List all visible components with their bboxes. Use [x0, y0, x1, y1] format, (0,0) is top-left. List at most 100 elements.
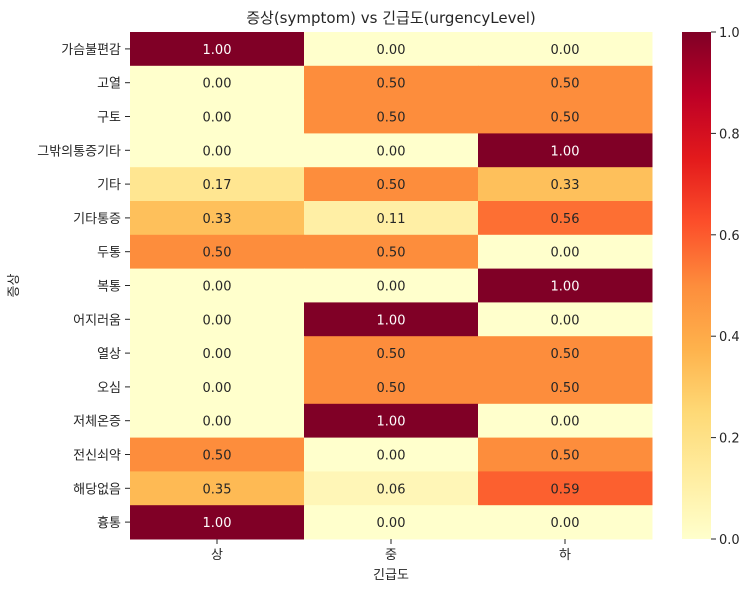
heatmap-cell: [478, 471, 653, 506]
cell-value-label: 0.50: [551, 77, 580, 92]
heatmap-cell: [304, 65, 479, 101]
cell-value-label: 0.33: [551, 178, 580, 193]
heatmap-cell: [304, 302, 479, 337]
colorbar-tick-label: 0.8: [719, 127, 740, 142]
y-tick-label: 흉통: [97, 516, 121, 531]
cell-value-label: 0.00: [203, 415, 232, 430]
cell-value-label: 1.00: [203, 43, 232, 58]
heatmap-cell: [304, 403, 479, 439]
cell-value-label: 0.00: [551, 246, 580, 261]
y-tick-label: 기타통증: [73, 212, 121, 227]
heatmap-cell: [130, 234, 305, 270]
x-tick-label: 하: [559, 548, 571, 563]
heatmap-cell: [304, 234, 479, 270]
cell-value-label: 0.00: [203, 111, 232, 126]
cell-value-label: 0.00: [377, 43, 406, 58]
y-tick-label: 오심: [97, 381, 121, 396]
heatmap-cell: [130, 471, 305, 506]
x-tick-label: 상: [211, 548, 223, 563]
heatmap-cell: [304, 99, 479, 134]
cell-value-label: 0.00: [203, 313, 232, 328]
cell-value-label: 0.00: [551, 516, 580, 531]
cell-value-label: 0.00: [551, 313, 580, 328]
y-tick-label: 두통: [97, 246, 121, 261]
heatmap-cell: [304, 268, 479, 303]
y-tick-label: 저체온증: [73, 415, 121, 430]
heatmap-cell: [130, 302, 305, 337]
heatmap-cell: [130, 99, 305, 134]
y-axis-label: 증상: [7, 274, 22, 298]
heatmap-cell: [130, 437, 305, 472]
y-tick-label: 전신쇠약: [73, 449, 121, 464]
cell-value-label: 0.50: [377, 381, 406, 396]
cell-value-label: 0.00: [203, 280, 232, 295]
heatmap-cell: [478, 505, 653, 540]
heatmap-cell: [130, 201, 305, 236]
heatmap-cell: [478, 268, 653, 303]
heatmap-cell: [304, 437, 479, 472]
colorbar-tick-label: 1.0: [719, 26, 740, 41]
heatmap-cell: [130, 268, 305, 303]
cell-value-label: 0.00: [377, 144, 406, 159]
heatmap-cell: [478, 336, 653, 371]
cell-value-label: 1.00: [551, 144, 580, 159]
cell-value-label: 0.50: [551, 111, 580, 126]
heatmap-cell: [130, 336, 305, 371]
cell-value-label: 0.33: [203, 212, 232, 227]
cell-value-label: 0.59: [551, 482, 580, 497]
cell-value-label: 0.56: [551, 212, 580, 227]
chart-title: 증상(symptom) vs 긴급도(urgencyLevel): [246, 9, 536, 27]
colorbar-ticks: 0.0 0.2 0.4 0.6 0.8 1.0: [711, 26, 740, 548]
heatmap-cell: [304, 133, 479, 168]
cell-value-label: 1.00: [377, 313, 406, 328]
heatmap-cell: [304, 471, 479, 506]
cell-value-label: 0.17: [203, 178, 232, 193]
heatmap-cell: [478, 32, 653, 67]
heatmap-cell: [478, 167, 653, 202]
colorbar-tick-label: 0.0: [719, 533, 740, 548]
heatmap-cell: [304, 201, 479, 236]
cell-value-label: 0.50: [551, 449, 580, 464]
heatmap-cell: [478, 302, 653, 337]
heatmap-cell: [478, 234, 653, 270]
cell-value-label: 1.00: [203, 516, 232, 531]
y-tick-label: 어지러움: [73, 313, 121, 328]
heatmap-cell: [304, 370, 479, 405]
y-tick-label: 열상: [97, 347, 121, 362]
heatmap-cell: [478, 65, 653, 101]
heatmap-cell: [304, 336, 479, 371]
y-tick-label: 가슴불편감: [61, 43, 121, 58]
colorbar: [682, 32, 711, 539]
heatmap-cell: [478, 370, 653, 405]
cell-value-label: 0.00: [551, 415, 580, 430]
cell-value-label: 0.50: [377, 178, 406, 193]
cell-value-label: 0.50: [551, 381, 580, 396]
heatmap-cell: [130, 32, 305, 67]
cell-value-label: 0.06: [377, 482, 406, 497]
heatmap-cell: [304, 505, 479, 540]
cell-value-label: 0.50: [377, 111, 406, 126]
cell-value-label: 0.00: [203, 77, 232, 92]
y-tick-label: 복통: [97, 280, 121, 295]
heatmap-cell: [130, 403, 305, 439]
heatmap-cell: [130, 370, 305, 405]
x-tick-label: 중: [385, 548, 397, 563]
cell-value-label: 0.00: [203, 144, 232, 159]
colorbar-tick-label: 0.4: [719, 330, 740, 345]
heatmap-cell: [130, 65, 305, 101]
colorbar-tick-label: 0.2: [719, 432, 740, 447]
cell-value-label: 0.50: [551, 347, 580, 362]
heatmap-cells: 1.00 0.00 0.00 0.00 0.50 0.50 0.00 0.50 0.50 0.00…: [130, 32, 653, 540]
heatmap-cell: [478, 403, 653, 439]
cell-value-label: 0.00: [377, 280, 406, 295]
cell-value-label: 0.00: [203, 381, 232, 396]
cell-value-label: 0.11: [377, 212, 406, 227]
cell-value-label: 0.50: [203, 246, 232, 261]
cell-value-label: 0.00: [203, 347, 232, 362]
heatmap-cell: [478, 99, 653, 134]
cell-value-label: 0.50: [377, 347, 406, 362]
cell-value-label: 0.50: [203, 449, 232, 464]
heatmap-cell: [304, 32, 479, 67]
